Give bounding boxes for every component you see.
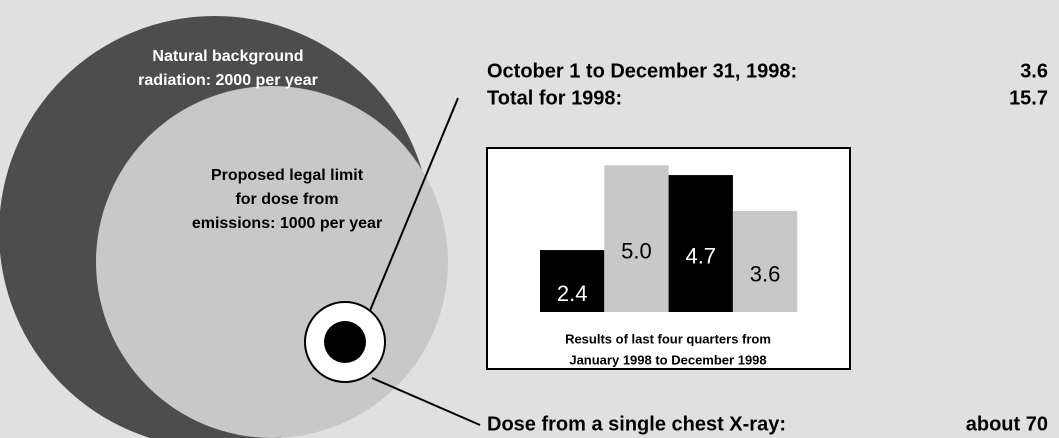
label: Total for 1998:	[487, 87, 622, 109]
bar	[540, 250, 605, 312]
value-label: 4.7	[685, 243, 716, 268]
chart-caption: Results of last four quarters from	[565, 331, 771, 346]
limit-circle	[96, 86, 448, 438]
value-label: 5.0	[621, 238, 652, 263]
value-label: 2.4	[557, 281, 588, 306]
label: Dose from a single chest X-ray:	[487, 413, 786, 435]
bar	[604, 165, 669, 312]
label: radiation: 2000 per year	[138, 72, 318, 89]
value-label: 3.6	[750, 261, 781, 286]
value: about 70	[966, 413, 1048, 435]
chart-caption: January 1998 to December 1998	[569, 352, 766, 367]
emission-dot	[324, 321, 366, 363]
label: October 1 to December 31, 1998:	[487, 60, 797, 82]
value: 3.6	[1020, 60, 1048, 82]
bar	[732, 210, 798, 312]
label: emissions: 1000 per year	[192, 215, 382, 232]
label: for dose from	[235, 191, 338, 208]
bar	[668, 175, 733, 312]
leader-line	[361, 97, 459, 331]
leader-line	[371, 377, 481, 426]
label: Natural background	[152, 48, 303, 65]
label: Proposed legal limit	[211, 167, 364, 184]
value: 15.7	[1009, 87, 1048, 109]
